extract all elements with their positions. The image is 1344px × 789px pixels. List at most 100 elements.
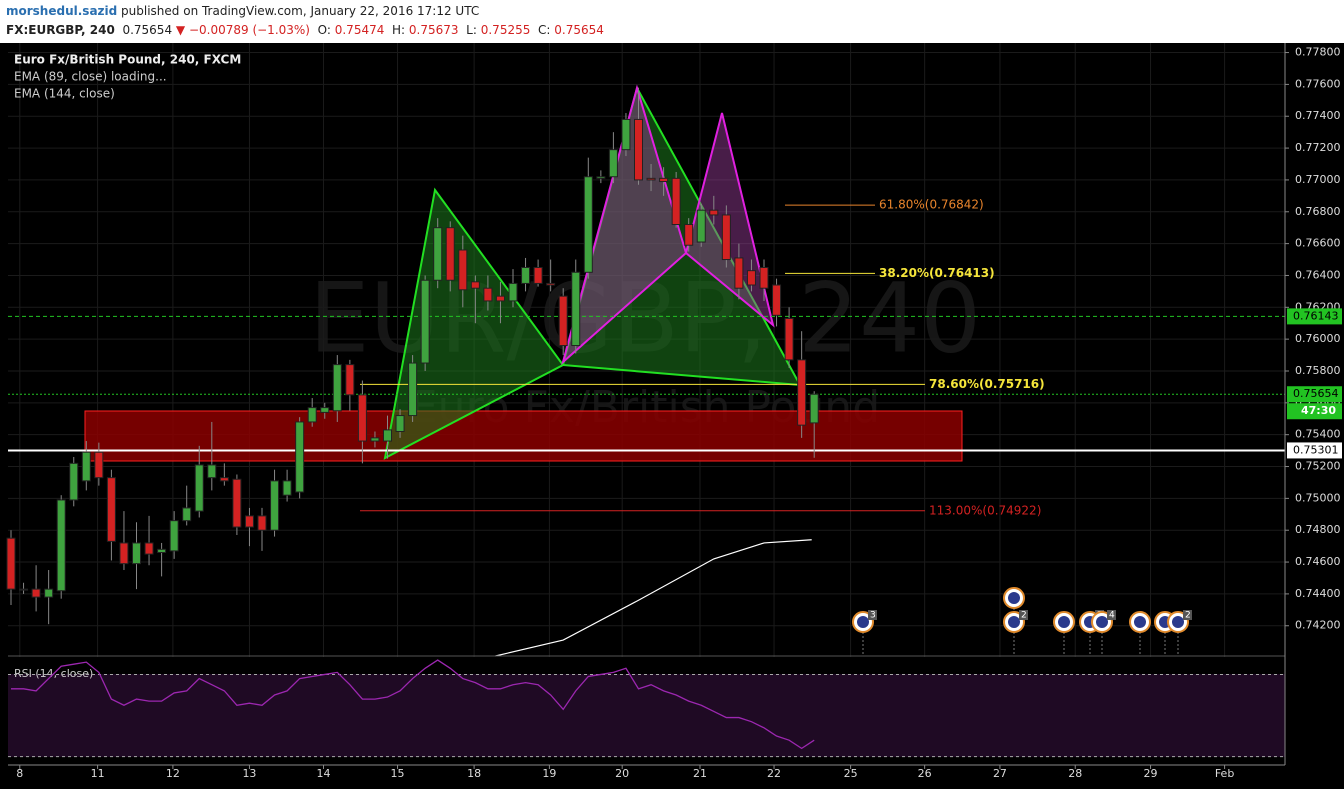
ohlc-value: 0.75474 [334,23,385,37]
candle-body [207,464,217,479]
candle-body [433,227,443,281]
x-tick-label: 14 [316,767,330,780]
publish-line: morshedul.sazid published on TradingView… [6,4,479,18]
y-tick-label: 0.75800 [1295,364,1341,377]
y-tick-label: 0.74800 [1295,523,1341,536]
candle-body [19,588,29,591]
fib-label: 113.00%(0.74922) [929,503,1041,517]
candle-body [571,271,581,347]
price-tag [1287,386,1342,403]
ohlc-value: 0.75654 [554,23,604,37]
y-tick-label: 0.74200 [1295,619,1341,632]
y-tick-label: 0.75200 [1295,460,1341,473]
axes: 0.74200 0.74400 0.74600 0.74800 0.75000 0.752… [16,46,1342,780]
legend-entry: EMA (144, close) [14,87,115,101]
candle-body [81,451,91,482]
candle-body [194,464,204,512]
event-flag [1134,616,1146,628]
candle-body [295,421,305,493]
x-tick-label: 20 [615,767,629,780]
y-tick-label: 0.77000 [1295,173,1341,186]
price-tag-label: 0.76143 [1293,309,1339,322]
x-tick-label: 8 [16,767,23,780]
candle-body [31,588,41,598]
candle-body [106,477,116,542]
x-tick-label: 18 [467,767,481,780]
y-tick-label: 0.76600 [1295,237,1341,250]
candle-body [257,515,267,531]
candle-body [144,542,154,555]
ohlc: O: 0.75474 H: 0.75673 L: 0.75255 C: 0.75… [310,23,604,37]
rsi-line [11,659,815,750]
candle-body [495,295,505,302]
event-flag [1096,616,1108,628]
candle-body [345,364,355,396]
event-count: 2 [1021,611,1027,621]
author[interactable]: morshedul.sazid [6,4,118,18]
price-tag-label: 0.75654 [1293,387,1339,400]
candle-body [132,542,141,565]
y-tick-label: 0.77200 [1295,141,1341,154]
candle-body [809,393,819,424]
candle-body [182,507,192,522]
candle-body [270,480,280,531]
candle-body [784,317,794,361]
candle-body [558,295,568,347]
candle-body [408,362,418,417]
y-tick-label: 0.77600 [1295,77,1341,90]
ohlc-label: H: [392,23,406,37]
y-tick-label: 0.77400 [1295,109,1341,122]
ohlc-label: L: [466,23,477,37]
pattern-xab [383,187,565,460]
candle-body [596,176,606,179]
chart-title: Euro Fx/British Pound, 240, FXCM [14,53,241,67]
candle-body [646,177,656,181]
candle-body [157,548,167,554]
candle-body [420,279,430,364]
candle-body [44,588,54,598]
last: 0.75654 [122,23,173,37]
event-badge [1107,610,1116,620]
event-count: 4 [1109,611,1115,621]
event-badge [868,610,877,620]
candle-body [621,118,631,151]
countdown: 47:30 [1301,404,1336,417]
price-tag [1287,308,1342,325]
event-badge [1183,610,1192,620]
candle-body [483,287,493,302]
candle-body [232,478,242,528]
candle-body [608,149,618,178]
candle-body [671,177,681,226]
candle-body [332,364,342,412]
candle-body [56,499,66,592]
quote-line: FX:EURGBP, 240 0.75654 ▼ −0.00789 (−1.03… [6,23,604,37]
ohlc-value: 0.75673 [408,23,459,37]
candle-body [320,407,330,413]
ohlc-label: C: [538,23,551,37]
x-tick-label: 27 [993,767,1007,780]
x-tick-label: 22 [767,767,781,780]
fib-label: 61.80%(0.76842) [879,198,984,212]
candle-body [772,284,782,316]
candle-body [458,249,468,291]
x-tick-label: 13 [242,767,256,780]
pattern-pink-1 [561,84,688,365]
overlay: Euro Fx/British Pound, 240, FXCM EMA (89… [14,53,241,101]
candle-body [244,515,254,528]
price-tag-label: 0.75301 [1293,443,1339,456]
candle-body [721,214,731,261]
candle-body [521,267,531,284]
x-tick-label: 15 [391,767,405,780]
event-flag [1172,616,1184,628]
symbol: FX:EURGBP, 240 [6,23,115,37]
candle-body [370,437,380,442]
candle-body [94,451,104,479]
x-tick-label: 29 [1144,767,1158,780]
candle-body [383,429,392,442]
x-tick-label: 21 [693,767,707,780]
event-count: 2 [1185,611,1191,621]
status-line: EMA (89, close) loading... [14,70,167,84]
event-flag [1008,616,1020,628]
event-flag [857,616,869,628]
